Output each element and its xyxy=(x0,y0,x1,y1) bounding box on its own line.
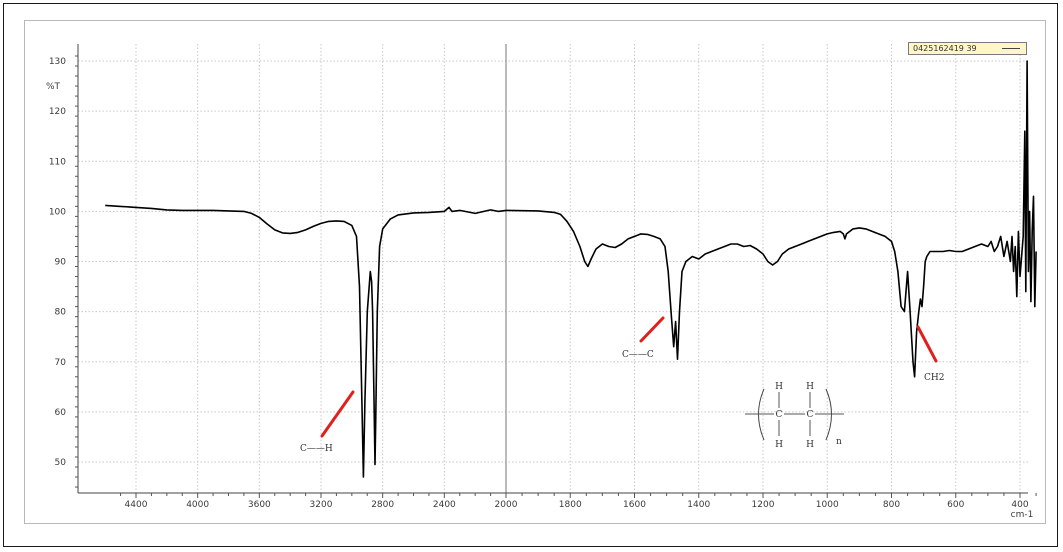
y-tick-label: 80 xyxy=(55,308,67,318)
annotation-ch2: CH2 xyxy=(924,373,944,383)
x-tick-label: 600 xyxy=(947,500,964,510)
polymer-subscript-n: n xyxy=(836,437,842,447)
legend[interactable]: 0425162419 39 xyxy=(908,42,1027,55)
legend-label: 0425162419 39 xyxy=(913,44,977,53)
atom-hydrogen: H xyxy=(775,382,783,392)
polymer-structure: C H H C H H n xyxy=(745,382,844,450)
atom-carbon: C xyxy=(776,410,783,420)
y-tick-label: 60 xyxy=(55,408,67,418)
x-axis-label: cm-1 xyxy=(1011,510,1034,520)
y-tick-label: 90 xyxy=(55,258,67,268)
y-tick-label: 120 xyxy=(49,107,66,117)
x-tick-label: 1600 xyxy=(623,500,646,510)
atom-hydrogen: H xyxy=(775,440,783,450)
legend-swatch xyxy=(1002,48,1020,49)
y-axis-label: %T xyxy=(46,82,61,92)
y-tick-label: 100 xyxy=(49,207,66,217)
atom-hydrogen: H xyxy=(806,382,814,392)
y-tick-label: 130 xyxy=(49,57,66,67)
ir-spectrum-chart: 50 60 70 80 90 100 110 120 130 %T 4400 4000 3600 3200… xyxy=(46,44,1037,520)
x-tick-label: 2400 xyxy=(433,500,456,510)
x-tick-label: 400 xyxy=(1011,500,1028,510)
annotation-cc: C——C xyxy=(622,350,654,360)
x-tick-label: 4400 xyxy=(125,500,148,510)
y-tick-label: 50 xyxy=(55,458,67,468)
x-tick-label: 2800 xyxy=(371,500,394,510)
x-tick-label: 1200 xyxy=(752,500,775,510)
x-tick-label: 3200 xyxy=(310,500,333,510)
annotation-marker-ch2 xyxy=(916,325,938,363)
annotation-ch: C——H xyxy=(300,444,333,454)
spectrum-line xyxy=(105,60,1037,478)
y-tick-label: 110 xyxy=(49,157,66,167)
x-tick-label: 4000 xyxy=(186,500,209,510)
x-tick-label: 1800 xyxy=(559,500,582,510)
x-tick-label: 1000 xyxy=(816,500,839,510)
atom-hydrogen: H xyxy=(806,440,814,450)
annotation-marker-cc xyxy=(639,316,665,343)
annotation-marker-ch xyxy=(320,390,355,438)
x-tick-label: 800 xyxy=(883,500,900,510)
x-tick-label: 3600 xyxy=(248,500,271,510)
y-tick-label: 70 xyxy=(55,358,67,368)
plot-area xyxy=(24,20,1046,524)
x-tick-label: 2000 xyxy=(495,500,518,510)
x-tick-label: 1400 xyxy=(687,500,710,510)
chart-frame: 50 60 70 80 90 100 110 120 130 %T 4400 4000 3600 3200… xyxy=(3,3,1058,547)
atom-carbon: C xyxy=(807,410,814,420)
